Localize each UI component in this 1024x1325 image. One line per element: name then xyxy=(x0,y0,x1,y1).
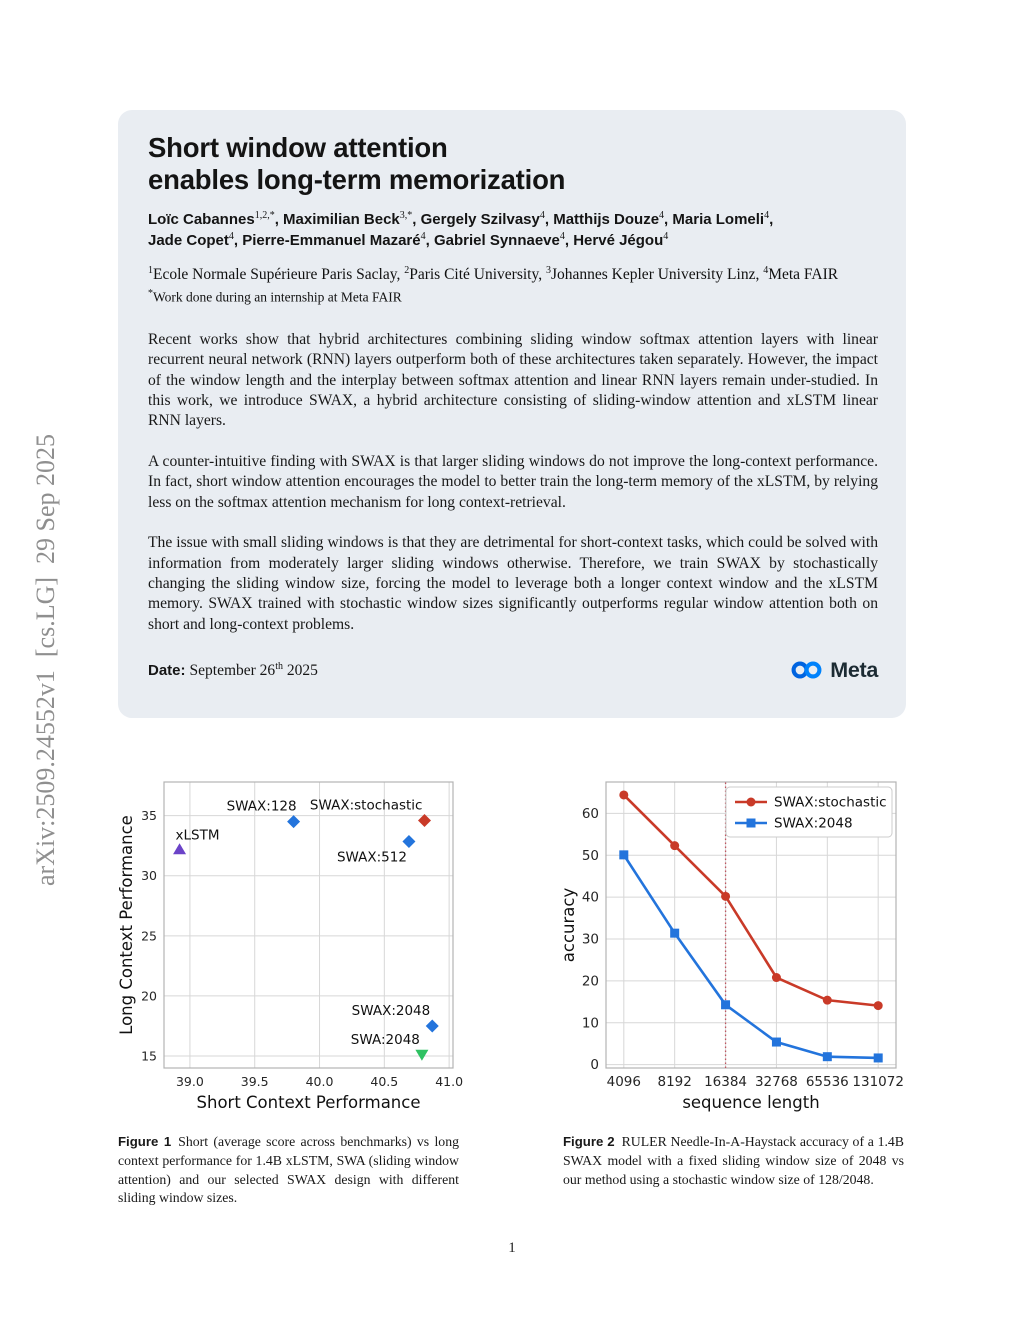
svg-text:SWAX:2048: SWAX:2048 xyxy=(352,1003,431,1019)
figure1-scatter-chart: 39.0 39.5 40.0 40.5 41.0 15 20 25 30 35 Short Cont… xyxy=(118,776,463,1118)
svg-text:40.0: 40.0 xyxy=(306,1074,334,1089)
arxiv-watermark: arXiv:2509.24552v1 [cs.LG] 29 Sep 2025 xyxy=(31,433,60,887)
svg-text:41.0: 41.0 xyxy=(435,1074,463,1089)
meta-infinity-icon xyxy=(791,661,822,679)
svg-text:SWAX:512: SWAX:512 xyxy=(337,849,407,865)
marker-square xyxy=(746,818,756,828)
figure2-caption: Figure 2 RULER Needle-In-A-Haystack accur… xyxy=(563,1133,904,1189)
svg-text:40.5: 40.5 xyxy=(370,1074,398,1089)
marker-square xyxy=(771,1037,781,1047)
svg-text:4096: 4096 xyxy=(607,1074,641,1090)
date-label: Date: xyxy=(148,661,186,679)
date-month-day: September 26 xyxy=(189,661,276,679)
svg-text:39.5: 39.5 xyxy=(241,1074,269,1089)
marker-circle xyxy=(873,1001,883,1011)
meta-loop-left xyxy=(791,661,809,679)
series-line xyxy=(622,854,879,1060)
abstract-paragraph-1: Recent works show that hybrid architectu… xyxy=(148,330,878,430)
svg-text:20: 20 xyxy=(582,973,599,989)
svg-text:10: 10 xyxy=(582,1015,599,1031)
abstract-paragraph-3: The issue with small sliding windows is … xyxy=(148,534,878,633)
author-list: Loïc Cabannes1,2,*, Maximilian Beck3,*, … xyxy=(148,209,878,252)
svg-text:30: 30 xyxy=(582,932,599,948)
affiliations: 1Ecole Normale Supérieure Paris Saclay, … xyxy=(148,265,839,284)
svg-text:0: 0 xyxy=(590,1057,599,1073)
marker-square xyxy=(721,1000,731,1010)
svg-text:39.0: 39.0 xyxy=(176,1074,204,1089)
marker-square xyxy=(670,928,680,938)
svg-text:accuracy: accuracy xyxy=(560,888,578,963)
marker-diamond xyxy=(287,815,301,829)
figure2-label: Figure 2 xyxy=(563,1134,615,1149)
marker-circle xyxy=(822,995,832,1005)
marker-circle xyxy=(670,841,680,851)
date-value: September 26th 2025 xyxy=(189,660,318,679)
svg-text:SWA:2048: SWA:2048 xyxy=(351,1032,420,1048)
svg-text:60: 60 xyxy=(582,806,599,822)
svg-text:40: 40 xyxy=(582,890,599,906)
title-line-2: enables long-term memorization xyxy=(148,163,566,195)
svg-text:Long Context Performance: Long Context Performance xyxy=(118,815,136,1035)
date-year: 2025 xyxy=(286,661,318,679)
marker-square xyxy=(873,1053,883,1063)
svg-text:8192: 8192 xyxy=(658,1074,692,1090)
svg-text:16384: 16384 xyxy=(704,1074,747,1090)
marker-triangle-down xyxy=(415,1049,429,1061)
date-ordinal: th xyxy=(275,660,283,672)
svg-text:xLSTM: xLSTM xyxy=(176,827,220,843)
marker-circle xyxy=(619,790,629,800)
svg-text:65536: 65536 xyxy=(806,1074,849,1090)
marker-diamond xyxy=(425,1019,439,1033)
svg-text:sequence length: sequence length xyxy=(682,1093,819,1112)
note-superscript: * xyxy=(148,288,153,300)
page-number: 1 xyxy=(508,1240,516,1256)
svg-text:20: 20 xyxy=(141,988,157,1003)
marker-circle xyxy=(721,891,731,901)
marker-square xyxy=(822,1052,832,1062)
svg-text:Short Context Performance: Short Context Performance xyxy=(197,1093,421,1112)
svg-text:50: 50 xyxy=(582,848,599,864)
svg-text:15: 15 xyxy=(141,1048,157,1063)
marker-square xyxy=(619,850,629,860)
authors-line-2: Jade Copet4, Pierre-Emmanuel Mazaré4, Ga… xyxy=(148,231,669,250)
svg-text:32768: 32768 xyxy=(755,1074,798,1090)
marker-diamond xyxy=(402,834,416,848)
internship-note: *Work done during an internship at Meta … xyxy=(148,288,878,306)
marker-circle xyxy=(746,797,756,807)
figure1-caption-text: Short (average score across benchmarks) … xyxy=(118,1134,459,1206)
svg-text:30: 30 xyxy=(141,868,157,883)
header-card: Short window attention enables long-term … xyxy=(118,110,906,718)
series-line xyxy=(622,794,879,1007)
date: Date: September 26th 2025 xyxy=(148,661,318,680)
date-row: Date: September 26th 2025 Meta xyxy=(148,657,878,683)
svg-text:SWAX:stochastic: SWAX:stochastic xyxy=(310,797,423,813)
svg-text:131072: 131072 xyxy=(852,1074,904,1090)
svg-text:SWAX:128: SWAX:128 xyxy=(227,799,297,815)
abstract-paragraph-2: A counter-intuitive finding with SWAX is… xyxy=(148,452,878,511)
svg-text:SWAX:stochastic: SWAX:stochastic xyxy=(774,795,887,811)
title-line-1: Short window attention xyxy=(148,132,448,163)
meta-wordmark: Meta xyxy=(830,657,878,682)
paper-title: Short window attention enables long-term … xyxy=(148,132,878,196)
svg-text:35: 35 xyxy=(141,808,157,823)
figure1-caption: Figure 1 Short (average score across benc… xyxy=(118,1133,459,1208)
figure2-line-chart: 4096 8192 16384 32768 65536 131072 0 10 20 30 40 50… xyxy=(560,776,910,1118)
marker-triangle-up xyxy=(173,843,187,855)
note-text: Work done during an internship at Meta F… xyxy=(153,289,402,305)
meta-logo: Meta xyxy=(789,657,878,683)
figure1-label: Figure 1 xyxy=(118,1134,172,1149)
authors-line-1: Loïc Cabannes1,2,*, Maximilian Beck3,*, … xyxy=(148,209,774,228)
marker-circle xyxy=(771,973,781,983)
meta-loop-right xyxy=(804,661,822,679)
legend-box xyxy=(725,786,893,838)
svg-text:SWAX:2048: SWAX:2048 xyxy=(774,816,853,832)
svg-text:25: 25 xyxy=(141,928,157,943)
figure2-caption-text: RULER Needle-In-A-Haystack accuracy of a… xyxy=(563,1134,905,1187)
marker-diamond xyxy=(417,813,431,827)
